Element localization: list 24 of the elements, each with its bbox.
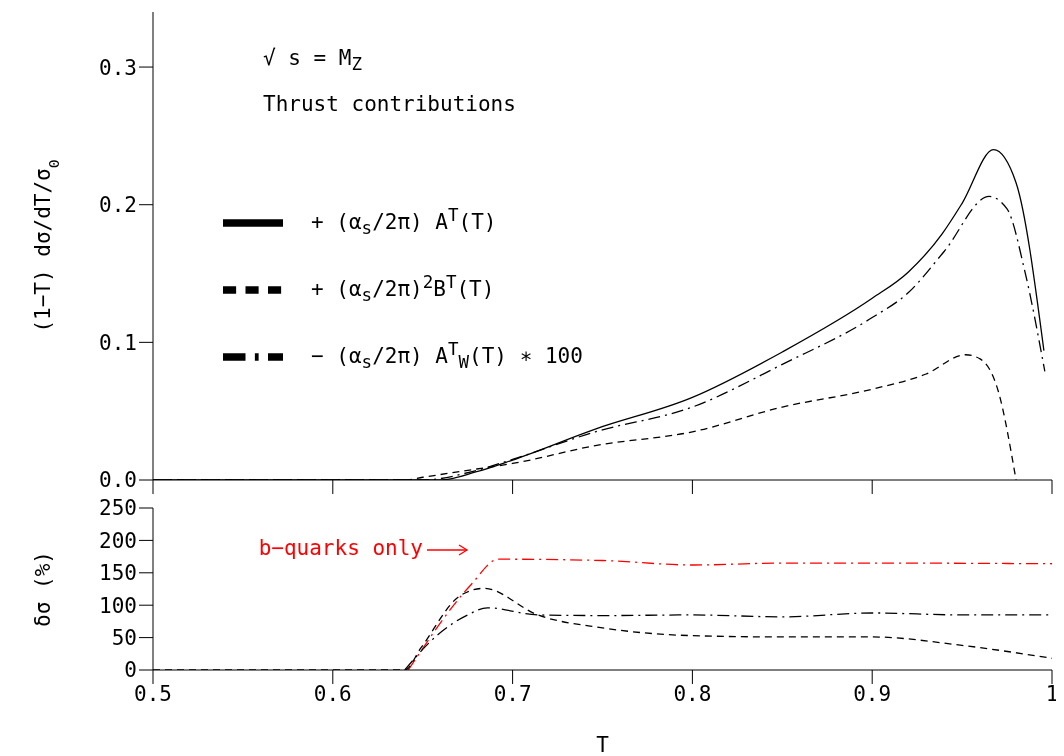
- y-tick-label: 0.3: [99, 55, 137, 80]
- legend-label: + (α$_{s}$/2π) A$^{T}$(T): [311, 205, 497, 239]
- y-tick-label: 0.0: [99, 468, 137, 493]
- y-tick-label: 200: [99, 528, 137, 553]
- x-tick-label: 0.7: [493, 681, 532, 706]
- x-axis-title: T: [596, 733, 610, 756]
- annotation: b−quarks only: [258, 536, 423, 560]
- y-tick-label: 0: [124, 658, 137, 683]
- y-tick-label: 150: [99, 561, 137, 586]
- x-tick-label: 0.6: [313, 681, 352, 706]
- y-tick-label: 0.1: [99, 330, 137, 355]
- annotation: Thrust contributions: [263, 92, 516, 116]
- y-tick-label: 250: [99, 496, 137, 521]
- x-tick-label: 0.8: [673, 681, 712, 706]
- x-tick-label: 1: [1045, 681, 1059, 706]
- y-tick-label: 100: [99, 593, 137, 618]
- y-tick-label: 50: [111, 626, 137, 651]
- y-axis-title: δσ (%): [31, 551, 55, 627]
- y-tick-label: 0.2: [99, 193, 137, 218]
- annotation: √ s = M$_{Z}$: [263, 46, 363, 75]
- x-tick-label: 0.5: [134, 681, 172, 706]
- x-tick-label: 0.9: [853, 681, 892, 706]
- legend-label: − (α$_{s}$/2π) A$^{T}$$_{W}$(T) ∗ 100: [311, 339, 583, 373]
- legend-label: + (α$_{s}$/2π)$^{2}$B$^{T}$(T): [311, 272, 495, 306]
